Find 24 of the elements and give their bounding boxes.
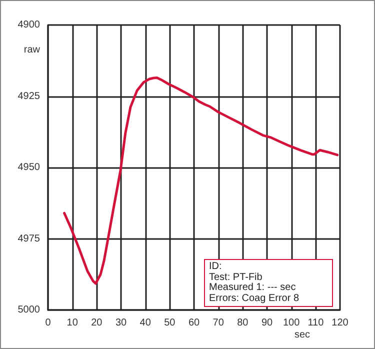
x-tick-label: 20 <box>91 318 103 328</box>
x-axis-title: sec <box>294 330 310 340</box>
x-tick-label: 80 <box>237 318 249 328</box>
x-tick-label: 30 <box>115 318 127 328</box>
x-tick-label: 120 <box>332 318 349 328</box>
x-tick-label: 50 <box>164 318 176 328</box>
x-tick-label: 60 <box>188 318 200 328</box>
x-tick-label: 90 <box>261 318 273 328</box>
x-tick-label: 40 <box>140 318 152 328</box>
y-axis-title: raw <box>24 44 41 56</box>
x-tick-label: 110 <box>308 318 324 328</box>
y-tick-label: 4900 <box>18 20 40 30</box>
annotation: Errors: Coag Error 8 <box>209 292 300 304</box>
y-tick-label: 4950 <box>18 162 40 173</box>
y-tick-label: 5000 <box>18 304 40 316</box>
y-tick-label: 4925 <box>18 90 40 102</box>
annotation: Test: PT-Fib <box>209 272 264 282</box>
x-tick-label: 100 <box>282 318 300 328</box>
annotation: Measured 1: --- sec <box>209 282 297 294</box>
x-tick-label: 70 <box>212 318 224 328</box>
x-tick-label: 0 <box>45 318 52 328</box>
annotation: ID: <box>209 261 223 272</box>
y-tick-label: 4975 <box>18 233 40 244</box>
x-tick-label: 10 <box>66 318 78 328</box>
